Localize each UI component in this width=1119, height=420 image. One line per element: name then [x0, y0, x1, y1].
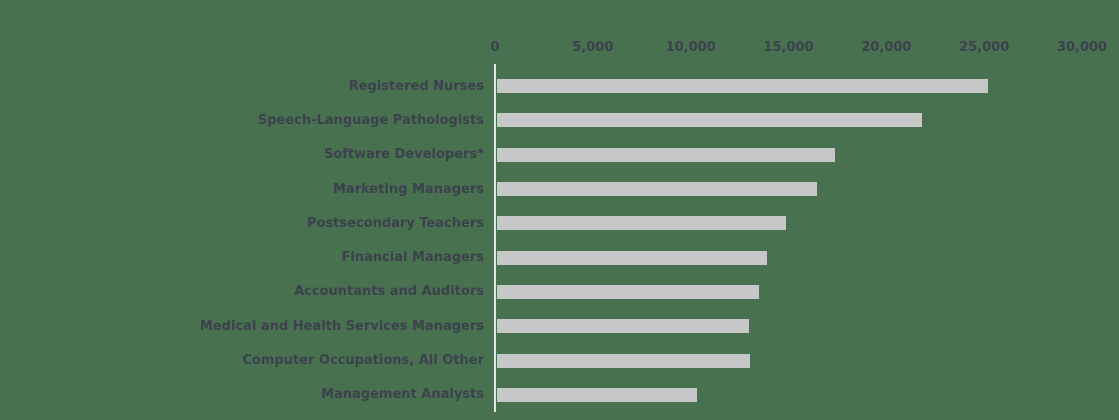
y-axis-line — [494, 64, 496, 412]
category-label: Accountants and Auditors — [294, 284, 484, 300]
x-tick-label: 15,000 — [763, 40, 814, 55]
x-axis: 0 5,000 10,000 15,000 20,000 25,000 30,000 — [490, 39, 1107, 56]
category-label: Speech-Language Pathologists — [257, 112, 484, 128]
category-label: Postsecondary Teachers — [306, 215, 484, 231]
x-tick-label: 10,000 — [665, 40, 716, 55]
category-label: Software Developers* — [323, 147, 484, 163]
bar — [497, 147, 836, 162]
category-label: Medical and Health Services Managers — [199, 318, 484, 334]
bar — [497, 216, 786, 231]
bar-row: Medical and Health Services Managers — [0, 309, 1119, 343]
bar-row: Postsecondary Teachers — [0, 206, 1119, 240]
bar-row: Software Developers* — [0, 138, 1119, 172]
bar-track — [497, 387, 1082, 402]
category-label: Financial Managers — [341, 250, 484, 266]
bar — [497, 113, 923, 128]
bar-row: Financial Managers — [0, 240, 1119, 274]
bar-row: Management Analysts — [0, 378, 1119, 412]
bar-row: Computer Occupations, All Other — [0, 343, 1119, 377]
bar — [497, 250, 768, 265]
bar-row: Speech-Language Pathologists — [0, 103, 1119, 137]
x-tick-label: 25,000 — [959, 40, 1010, 55]
category-label: Management Analysts — [321, 387, 484, 403]
x-tick-label: 20,000 — [861, 40, 912, 55]
bar-track — [497, 319, 1082, 334]
bar — [497, 387, 697, 402]
x-tick-label: 30,000 — [1056, 40, 1108, 55]
bar-track — [497, 79, 1082, 94]
category-label: Registered Nurses — [348, 78, 484, 94]
bar — [497, 353, 750, 368]
bar — [497, 79, 989, 94]
bar-track — [497, 353, 1082, 368]
bar-track — [497, 284, 1082, 299]
bar — [497, 319, 749, 334]
bar — [497, 284, 760, 299]
bar-track — [497, 216, 1082, 231]
x-tick-label: 0 — [490, 40, 500, 55]
bar-track — [497, 182, 1082, 197]
bar-track — [497, 147, 1082, 162]
bar-row: Registered Nurses — [0, 69, 1119, 103]
bar-row: Accountants and Auditors — [0, 275, 1119, 309]
category-label: Computer Occupations, All Other — [242, 353, 484, 369]
bar-rows: Registered Nurses Speech-Language Patholo… — [0, 69, 1119, 412]
bar-track — [497, 250, 1082, 265]
bar-track — [497, 113, 1082, 128]
bar — [497, 182, 817, 197]
x-tick-label: 5,000 — [572, 40, 614, 55]
category-label: Marketing Managers — [333, 181, 484, 197]
bar-row: Marketing Managers — [0, 172, 1119, 206]
